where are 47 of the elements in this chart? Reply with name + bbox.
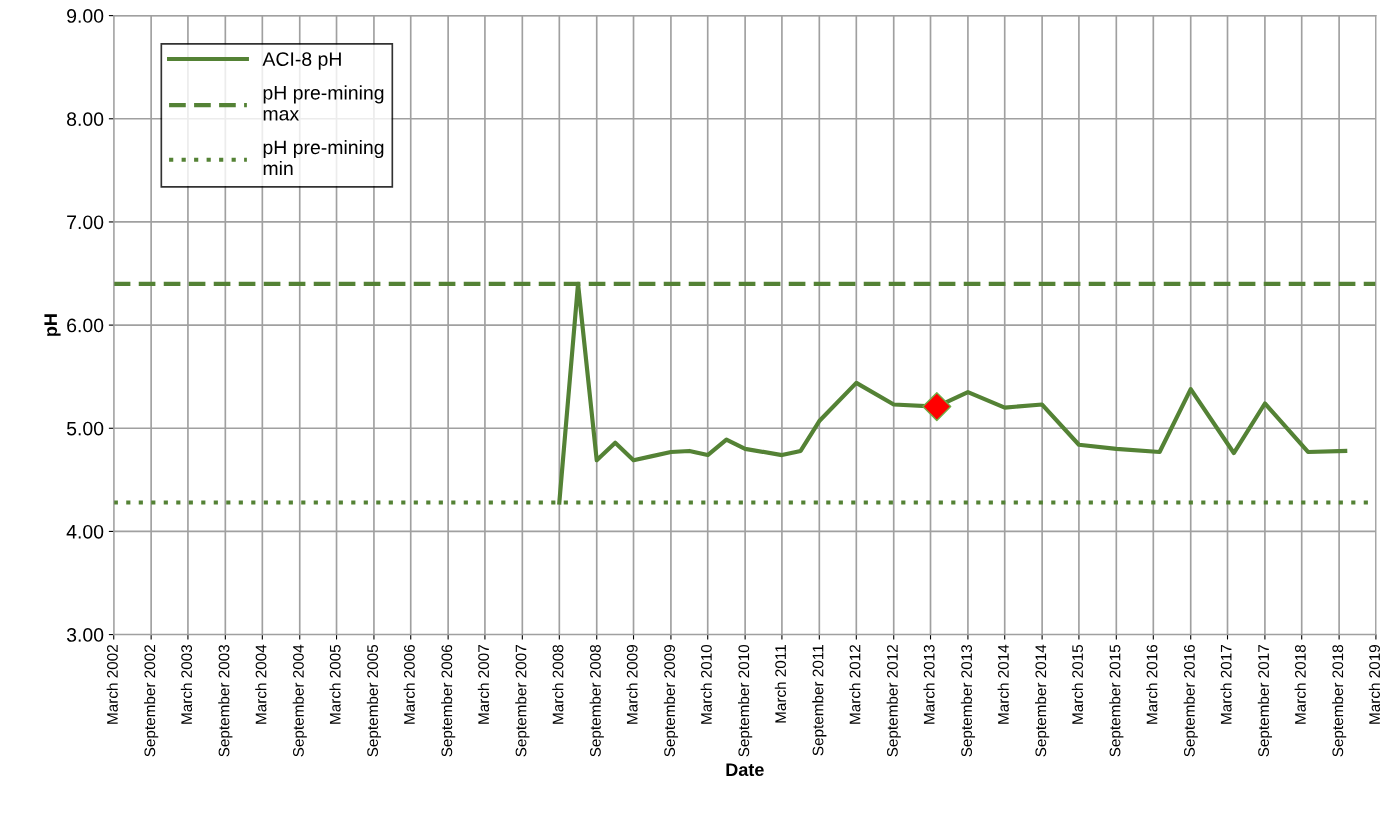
x-tick-label: September 2008 bbox=[589, 644, 604, 757]
x-tick-label: March 2010 bbox=[700, 644, 712, 724]
x-tick-label: September 2016 bbox=[1183, 644, 1198, 757]
x-tick-label: September 2017 bbox=[1257, 645, 1273, 757]
legend-label: pH pre-mining min bbox=[263, 139, 384, 176]
x-tick-label: March 2013 bbox=[923, 644, 935, 724]
x-tick-label: September 2009 bbox=[663, 645, 679, 757]
y-tick-label: 8.00 bbox=[67, 112, 104, 127]
x-tick-label: September 2011 bbox=[812, 645, 827, 756]
x-tick-label: March 2017 bbox=[1220, 645, 1232, 724]
x-tick-label: March 2016 bbox=[1146, 644, 1158, 724]
y-tick-label: 4.00 bbox=[66, 524, 104, 539]
x-tick-label: March 2018 bbox=[1294, 644, 1306, 724]
x-tick-label: March 2014 bbox=[997, 644, 1009, 724]
x-tick-label: March 2003 bbox=[180, 644, 193, 724]
x-tick-label: March 2006 bbox=[403, 644, 415, 724]
x-tick-label: September 2012 bbox=[886, 645, 901, 757]
x-tick-label: September 2002 bbox=[144, 645, 159, 757]
x-tick-label: March 2004 bbox=[255, 644, 267, 724]
x-tick-label: September 2013 bbox=[960, 644, 976, 757]
y-tick-label: 6.00 bbox=[67, 318, 104, 333]
y-tick-label: 9.00 bbox=[67, 9, 104, 23]
x-tick-label: March 2012 bbox=[849, 645, 861, 724]
x-tick-label: September 2006 bbox=[441, 644, 456, 757]
x-tick-label: March 2015 bbox=[1071, 644, 1084, 724]
y-tick-label: 3.00 bbox=[66, 628, 104, 642]
legend-label: ACI-8 pH bbox=[262, 52, 341, 70]
x-tick-label: March 2007 bbox=[477, 645, 490, 724]
x-tick-label: March 2005 bbox=[329, 644, 341, 724]
x-tick-label: September 2007 bbox=[515, 645, 530, 757]
x-tick-label: September 2003 bbox=[218, 644, 233, 757]
y-axis-title: pH bbox=[44, 314, 61, 336]
x-tick-label: March 2008 bbox=[552, 644, 564, 724]
x-tick-label: March 2011 bbox=[774, 645, 787, 723]
x-tick-label: September 2014 bbox=[1035, 644, 1050, 757]
x-axis-title: Date bbox=[726, 763, 764, 777]
y-tick-label: 7.00 bbox=[67, 215, 104, 230]
x-tick-label: September 2018 bbox=[1331, 644, 1347, 757]
x-tick-label: September 2010 bbox=[738, 644, 753, 757]
x-tick-label: March 2009 bbox=[626, 645, 638, 724]
x-tick-label: September 2005 bbox=[366, 644, 382, 757]
x-tick-label: March 2019 bbox=[1368, 645, 1381, 724]
y-tick-label: 5.00 bbox=[66, 421, 104, 436]
x-tick-label: September 2015 bbox=[1109, 644, 1124, 757]
legend-label: pH pre-mining max bbox=[263, 85, 384, 121]
x-tick-label: March 2002 bbox=[106, 645, 118, 724]
x-tick-label: September 2004 bbox=[292, 644, 307, 757]
